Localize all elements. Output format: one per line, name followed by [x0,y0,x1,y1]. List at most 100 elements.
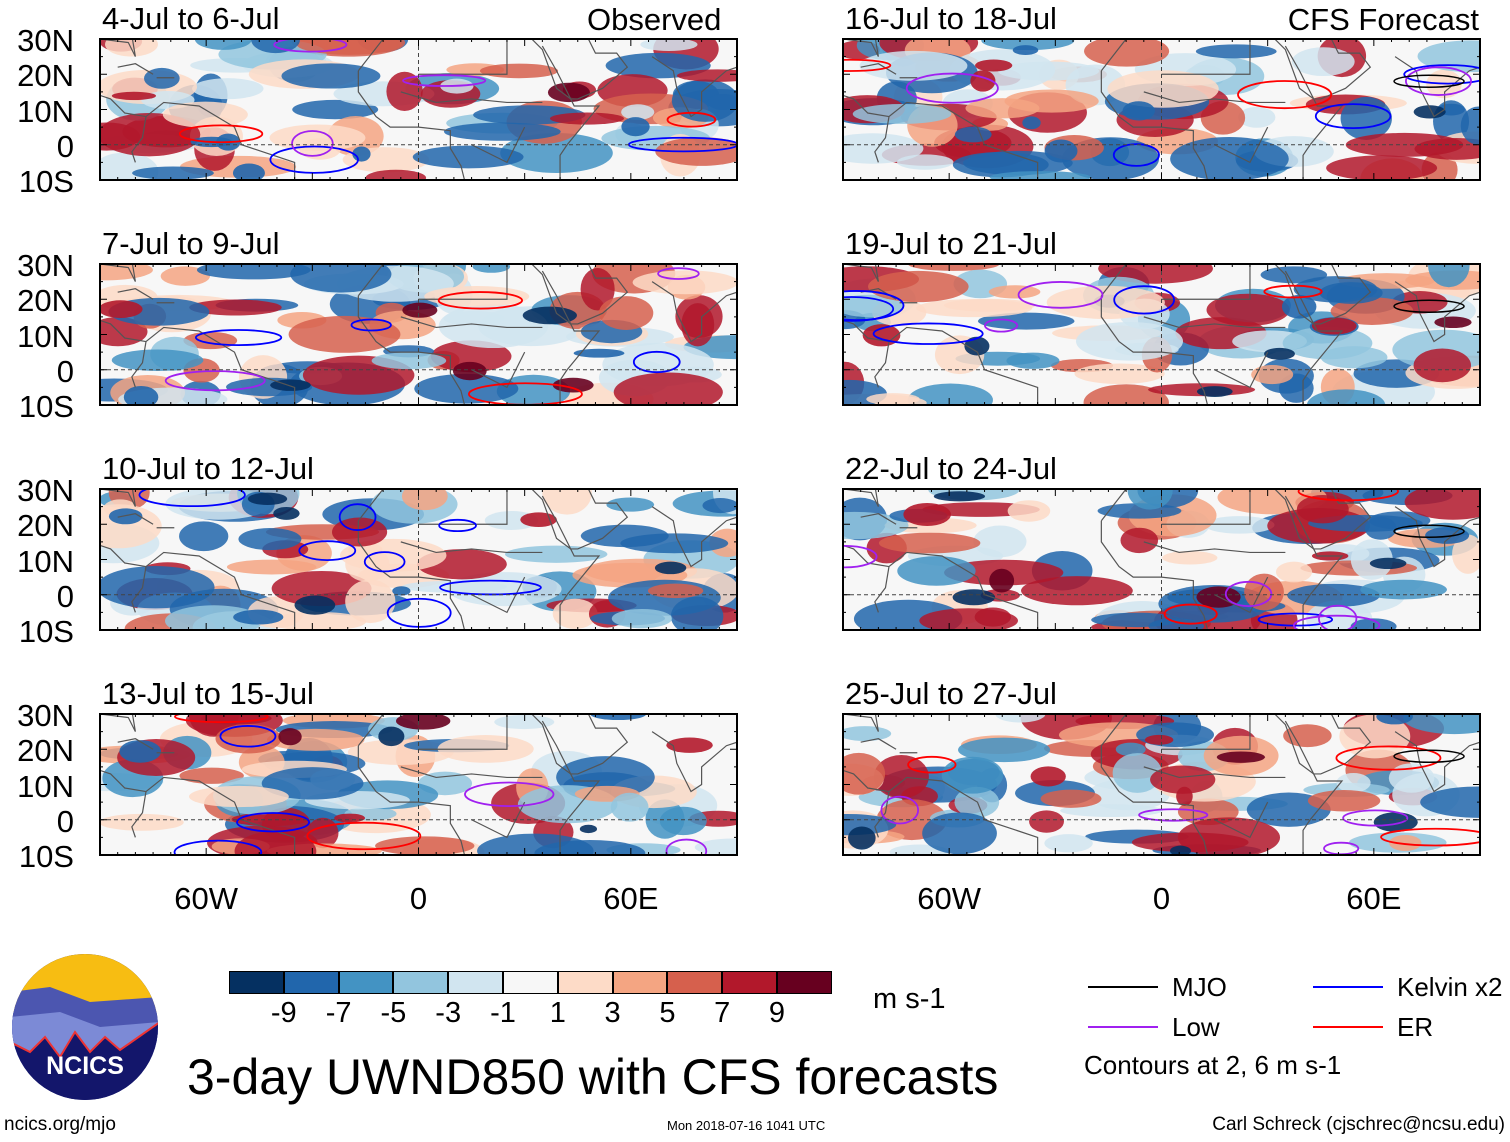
wave-contour [306,821,422,851]
coastline [860,738,897,750]
mjo-contour [1393,749,1465,764]
anomaly-core [1122,101,1155,121]
anomaly-region [189,299,282,316]
coastline [1100,295,1209,405]
anomaly-region [386,71,423,111]
anomaly-region [1287,583,1380,608]
panel-title: 10-Jul to 12-Jul [102,451,314,486]
wave-contour [872,322,984,345]
anomaly-core [452,361,487,381]
anomaly-region [1021,576,1133,606]
anomaly-region [345,546,390,582]
coastline [117,288,154,300]
map-panel [99,263,738,406]
coastline [131,551,296,630]
anomaly-region [670,596,724,630]
colorbar-tick-label: -3 [435,997,462,1029]
anomaly-region [647,583,704,599]
coastline [874,551,1039,630]
lon-tick-label: 0 [409,881,428,916]
anomaly-region [605,52,711,79]
wave-contour [1292,614,1381,630]
wave-contour [1237,80,1333,110]
coastline [1214,351,1269,389]
anomaly-region [100,264,153,281]
lat-tick-label: 0 [56,353,74,389]
anomaly-region [1364,516,1397,540]
colorbar-swatch [229,971,284,994]
anomaly-region [179,767,244,784]
anomaly-core [654,561,687,575]
anomaly-region [443,122,561,141]
anomaly-region [1060,804,1163,817]
map-panel [842,713,1481,856]
anomaly-region [922,812,997,855]
observed-label: Observed [587,2,722,37]
anomaly-region [873,754,929,799]
coastline [1100,264,1344,405]
footer-center: Mon 2018-07-16 1041 UTC [667,1118,826,1133]
coastline [1143,766,1286,779]
ncics-logo: NCICS [12,954,158,1100]
wave-contour [1163,603,1218,625]
anomaly-region [1291,47,1355,77]
anomaly-core [975,59,1013,72]
anomaly-region [1170,137,1289,180]
anomaly-region [188,785,289,808]
anomaly-core [123,385,159,405]
anomaly-region [843,752,886,795]
anomaly-region [1417,40,1480,73]
wave-contour [666,111,717,128]
anomaly-core [278,728,302,746]
coastline [651,281,737,343]
anomaly-region [215,723,282,754]
anomaly-region [843,511,909,540]
coastline [843,39,879,57]
anomaly-region [1339,714,1411,759]
wave-contour [1380,827,1480,847]
lat-tick-label: 0 [56,578,74,614]
anomaly-region [1040,789,1102,808]
anomaly-region [549,112,625,125]
anomaly-region [919,608,1018,630]
anomaly-region [580,524,669,548]
coastline [1143,91,1286,104]
anomaly-region [1075,321,1184,361]
legend-label: Low [1172,1012,1220,1042]
coastline [357,745,466,855]
coastline [860,513,897,525]
footer-left: ncics.org/mjo [4,1114,116,1135]
coastline [117,513,154,525]
anomaly-region [981,39,1075,51]
units-label: m s-1 [873,983,946,1015]
lat-tick-label: 10S [18,164,74,199]
anomaly-region [401,489,448,511]
mjo-contour [1393,524,1465,539]
lon-tick-label: 0 [1152,881,1171,916]
mjo-contour [1393,74,1465,89]
anomaly-region [1238,106,1276,128]
anomaly-core [547,82,590,103]
anomaly-region [1326,155,1438,180]
coastline [651,506,737,568]
anomaly-region [1414,137,1480,160]
wave-contour [843,544,878,569]
wave-contour [880,795,920,825]
lat-tick-label: 20N [17,283,74,319]
anomaly-region [1307,790,1381,812]
anomaly-region [132,166,214,180]
anomaly-region [430,340,512,373]
wave-contour [138,489,246,508]
coastline [843,714,879,732]
colorbar-swatch [338,971,394,994]
wave-contour [1263,284,1323,299]
wave-contour [984,318,1019,333]
forecast-label: CFS Forecast [1287,2,1479,37]
coastline [874,326,1039,405]
anomaly-region [1004,89,1099,113]
anomaly-region [552,598,598,629]
anomaly-core [402,302,438,318]
wave-contour [439,579,542,596]
anomaly-region [111,349,204,371]
wave-contour [632,350,681,374]
